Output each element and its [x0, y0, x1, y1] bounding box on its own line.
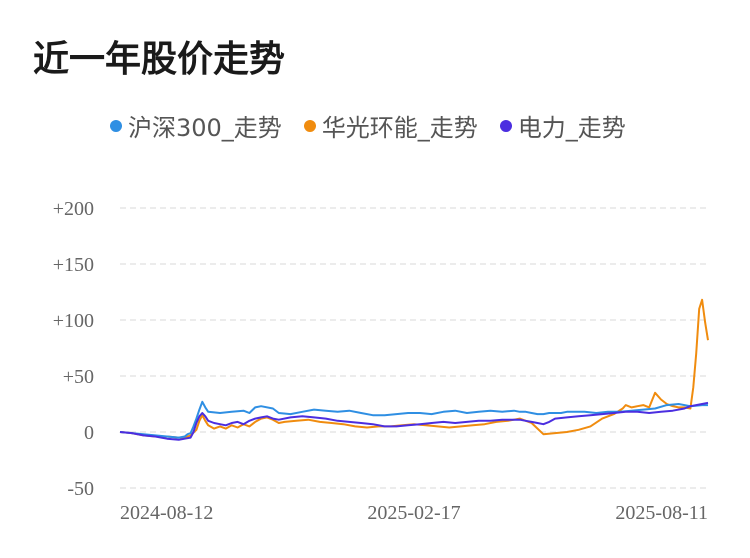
y-tick-label: +200 — [53, 198, 94, 220]
legend-dot-hs300 — [110, 119, 122, 132]
chart-legend: 沪深300_走势 华光环能_走势 电力_走势 — [110, 108, 626, 143]
y-tick-label: +150 — [53, 254, 94, 276]
x-tick-label: 2024-08-12 — [120, 502, 213, 524]
x-tick-label: 2025-08-11 — [615, 502, 708, 524]
legend-item-hs300[interactable]: 沪深300_走势 — [110, 108, 282, 143]
y-tick-label: 0 — [84, 422, 94, 444]
legend-label-hgnh: 华光环能_走势 — [321, 114, 478, 142]
y-tick-label: +100 — [53, 310, 94, 332]
series-lines — [119, 298, 709, 441]
legend-dot-hgnh — [303, 119, 316, 132]
hgnh-line — [119, 298, 709, 439]
x-tick-label: 2025-02-17 — [367, 502, 460, 524]
hs300-line — [119, 400, 708, 439]
y-axis-ticks: +200 +150 +100 +50 0 -50 — [53, 198, 94, 500]
x-axis-ticks: 2024-08-12 2025-02-17 2025-08-11 — [120, 502, 708, 524]
y-tick-label: +50 — [63, 366, 94, 388]
legend-label-power: 电力_走势 — [517, 114, 626, 142]
legend-label-hs300: 沪深300_走势 — [128, 114, 282, 142]
legend-item-power[interactable]: 电力_走势 — [499, 108, 626, 143]
legend-item-hgnh[interactable]: 华光环能_走势 — [303, 108, 478, 143]
grid-lines — [120, 207, 708, 489]
power-line — [119, 401, 709, 441]
y-tick-label: -50 — [67, 478, 94, 500]
legend-dot-power — [499, 119, 512, 132]
page-title: 近一年股价走势 — [33, 39, 286, 80]
